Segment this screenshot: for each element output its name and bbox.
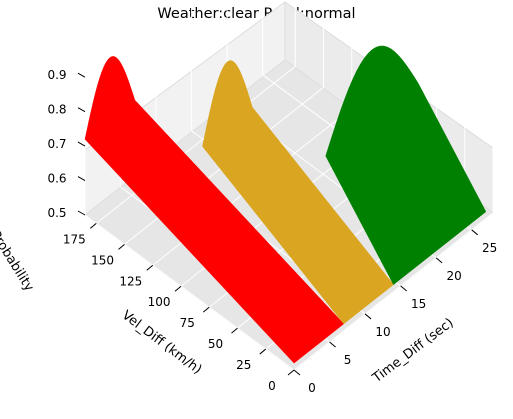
surface-regions <box>84 45 487 364</box>
y-tick-label: 125 <box>119 274 142 288</box>
z-tick <box>77 176 86 181</box>
x-tick <box>471 229 478 236</box>
z-tick <box>77 141 86 147</box>
z-tick <box>77 107 86 113</box>
y-tick-label: 0 <box>268 379 276 393</box>
z-tick-label: 0.8 <box>47 103 66 117</box>
x-tick-label: 0 <box>308 381 316 395</box>
z-tick-label: 0.9 <box>47 68 66 82</box>
x-tick-label: 10 <box>375 325 390 339</box>
x-tick-label: 15 <box>411 297 426 311</box>
surface-region <box>325 45 487 285</box>
z-tick-label: 0.6 <box>47 172 66 186</box>
surface-region <box>84 56 345 364</box>
y-tick-label: 150 <box>91 253 114 267</box>
x-tick <box>400 285 407 292</box>
y-tick <box>174 285 182 292</box>
y-tick-label: 75 <box>180 316 195 330</box>
surface-region <box>202 60 394 325</box>
y-tick-label: 50 <box>208 337 223 351</box>
x-tick-label: 25 <box>482 241 497 255</box>
y-tick-label: 175 <box>63 232 86 246</box>
x-tick <box>329 341 336 348</box>
x-tick-label: 20 <box>447 269 462 283</box>
y-tick <box>89 222 97 229</box>
z-tick-label: 0.5 <box>47 206 66 220</box>
y-tick <box>118 243 125 250</box>
y-tick <box>146 264 154 271</box>
y-tick-label: 25 <box>236 358 251 372</box>
x-tick <box>364 313 372 320</box>
x-tick <box>435 257 443 264</box>
y-tick <box>287 369 295 376</box>
grid-line-y <box>293 23 494 371</box>
y-tick <box>231 327 238 334</box>
axes: 0 5 10 15 20 25 0 25 50 75 100 125 150 175 0.5 0.6 0.7 0.… <box>47 68 497 395</box>
z-tick-label: 0.7 <box>47 137 66 151</box>
y-tick <box>202 306 210 313</box>
z-tick <box>77 72 86 78</box>
y-tick-label: 100 <box>148 295 171 309</box>
y-tick <box>259 348 267 355</box>
x-tick-label: 5 <box>344 353 352 367</box>
z-tick <box>77 210 86 216</box>
x-tick <box>293 369 301 376</box>
